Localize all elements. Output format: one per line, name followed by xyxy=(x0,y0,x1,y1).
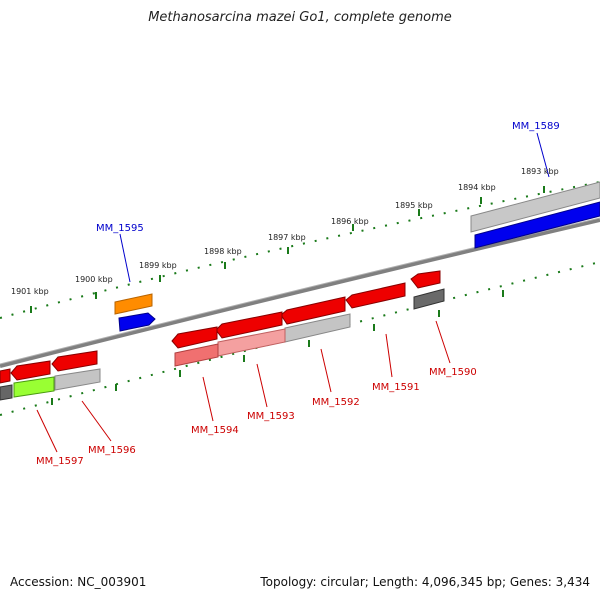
major-ticks xyxy=(30,186,545,405)
gene-feature-mm-1597-green[interactable] xyxy=(13,376,55,398)
scale-label-1893: 1893 kbp xyxy=(521,167,559,176)
gene-label-mm-1589[interactable]: MM_1589 xyxy=(512,121,560,132)
gene-feature-mm-1589-grey[interactable] xyxy=(470,181,600,233)
label-leaders-reverse xyxy=(36,320,451,453)
gene-label-mm-1597[interactable]: MM_1597 xyxy=(36,456,84,467)
gene-feature-mm-1593[interactable] xyxy=(215,311,283,339)
gene-feature-edge-grey[interactable] xyxy=(0,384,13,401)
gene-feature-mm-1591[interactable] xyxy=(345,282,406,309)
gene-labels-forward: MM_1589 MM_1595 xyxy=(96,121,560,234)
gene-label-mm-1595[interactable]: MM_1595 xyxy=(96,223,144,234)
scale-label-1898: 1898 kbp xyxy=(204,247,242,256)
scale-labels: 1893 kbp 1894 kbp 1895 kbp 1896 kbp 1897… xyxy=(11,167,559,296)
gene-label-mm-1590[interactable]: MM_1590 xyxy=(429,367,477,378)
scale-label-1895: 1895 kbp xyxy=(395,201,433,210)
scale-label-1899: 1899 kbp xyxy=(139,261,177,270)
outer-scale-ring xyxy=(0,181,600,319)
gene-feature-mm-1594-pink[interactable] xyxy=(174,343,219,367)
forward-strand-features xyxy=(114,181,600,332)
scale-label-1894: 1894 kbp xyxy=(458,183,496,192)
gene-label-mm-1592[interactable]: MM_1592 xyxy=(312,397,360,408)
gene-feature-mm-1590[interactable] xyxy=(410,270,441,289)
gene-label-mm-1591[interactable]: MM_1591 xyxy=(372,382,420,393)
gene-feature-mm-1597[interactable] xyxy=(10,360,51,381)
genome-summary: Topology: circular; Length: 4,096,345 bp… xyxy=(260,575,590,589)
gene-feature-mm-1595[interactable] xyxy=(118,312,156,332)
gene-feature-mm-1589[interactable] xyxy=(474,201,600,249)
gene-feature-edge-red[interactable] xyxy=(0,368,11,384)
scale-label-1896: 1896 kbp xyxy=(331,217,369,226)
gene-feature-mm-1594[interactable] xyxy=(171,326,218,349)
gene-labels-reverse: MM_1590 MM_1591 MM_1592 MM_1593 MM_1594 … xyxy=(36,367,477,467)
gene-feature-mm-1595-orange[interactable] xyxy=(114,293,153,315)
gene-feature-mm-1590-grey[interactable] xyxy=(413,288,445,310)
reverse-strand-features xyxy=(0,270,445,401)
scale-label-1901: 1901 kbp xyxy=(11,287,49,296)
gene-label-mm-1596[interactable]: MM_1596 xyxy=(88,445,136,456)
map-title: Methanosarcina mazei Go1, complete genom… xyxy=(148,10,452,25)
gene-feature-mm-1596-grey[interactable] xyxy=(54,368,101,391)
scale-label-1897: 1897 kbp xyxy=(268,233,306,242)
scale-label-1900: 1900 kbp xyxy=(75,275,113,284)
label-leaders-forward xyxy=(119,132,550,283)
gene-label-mm-1593[interactable]: MM_1593 xyxy=(247,411,295,422)
gene-label-mm-1594[interactable]: MM_1594 xyxy=(191,425,239,436)
gene-feature-mm-1592[interactable] xyxy=(280,296,346,325)
accession-info: Accession: NC_003901 xyxy=(10,575,147,589)
gene-feature-mm-1596[interactable] xyxy=(51,350,98,372)
